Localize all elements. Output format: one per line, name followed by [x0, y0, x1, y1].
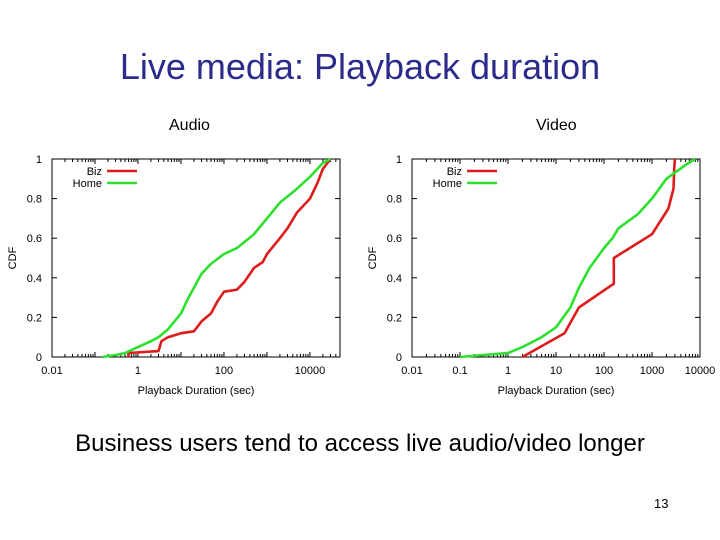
audio-cdf-chart: 0 0.2 0.4 0.6 0.8 1 0.01 1 100 10000 Playback Dura…	[7, 154, 341, 397]
video-y-tick-label: 0	[396, 352, 402, 364]
audio-x-axis-label: Playback Duration (sec)	[138, 385, 255, 397]
video-y-axis-label: CDF	[367, 246, 379, 269]
audio-y-axis-label: CDF	[7, 246, 19, 269]
audio-x-tick-label: 100	[215, 365, 233, 377]
video-x-tick-label: 10000	[685, 365, 716, 377]
audio-y-tick-label: 1	[36, 154, 42, 166]
audio-legend-label-home: Home	[73, 178, 102, 190]
video-y-tick-label: 1	[396, 154, 402, 166]
video-x-tick-label: 1	[505, 365, 511, 377]
audio-y-tick-label: 0.6	[27, 233, 42, 245]
video-y-tick-label: 0.4	[387, 273, 402, 285]
audio-y-tick-label: 0.4	[27, 273, 42, 285]
summary-text: Business users tend to access live audio…	[75, 430, 645, 457]
video-x-tick-label: 10	[550, 365, 562, 377]
audio-y-tick-label: 0	[36, 352, 42, 364]
video-y-tick-label: 0.2	[387, 312, 402, 324]
audio-legend-label-biz: Biz	[87, 166, 102, 178]
video-x-tick-label: 100	[595, 365, 613, 377]
audio-series-home-line	[102, 157, 332, 359]
audio-x-tick-label: 0.01	[41, 365, 62, 377]
video-cdf-chart: 0 0.2 0.4 0.6 0.8 1 0.01 0.1 1 10 100 1000 10000 Play…	[367, 154, 716, 397]
video-legend-label-biz: Biz	[447, 166, 462, 178]
video-x-axis-label: Playback Duration (sec)	[498, 385, 615, 397]
audio-plot-frame	[51, 158, 341, 358]
audio-y-tick-label: 0.2	[27, 312, 42, 324]
video-y-tick-label: 0.8	[387, 194, 402, 206]
audio-x-tick-label: 1	[135, 365, 141, 377]
video-x-tick-label: 0.01	[401, 365, 422, 377]
video-series-biz-line	[521, 158, 677, 359]
video-x-tick-label: 1000	[640, 365, 664, 377]
video-series-home-line	[459, 157, 696, 359]
page-number: 13	[654, 496, 669, 511]
audio-x-tick-label: 10000	[295, 365, 326, 377]
audio-chart-caption: Audio	[169, 117, 210, 134]
video-y-tick-label: 0.6	[387, 233, 402, 245]
slide-title: Live media: Playback duration	[119, 46, 601, 87]
audio-series-biz-line	[127, 158, 332, 357]
video-chart-caption: Video	[536, 117, 577, 134]
audio-y-tick-label: 0.8	[27, 194, 42, 206]
video-legend-label-home: Home	[433, 178, 462, 190]
video-x-tick-label: 0.1	[452, 365, 467, 377]
